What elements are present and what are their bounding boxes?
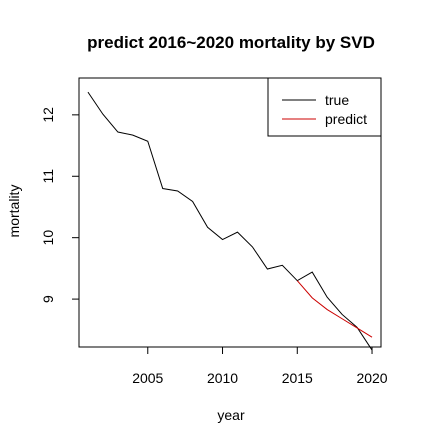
chart-title: predict 2016~2020 mortality by SVD	[87, 33, 375, 52]
x-tick-label: 2020	[356, 370, 387, 386]
legend: true predict	[267, 77, 382, 137]
series-line-true	[87, 91, 373, 351]
legend-box	[267, 77, 382, 137]
y-tick-label: 12	[40, 107, 56, 123]
legend-label-true: true	[325, 92, 349, 108]
x-tick-label: 2015	[282, 370, 313, 386]
y-axis-label: mortality	[6, 185, 22, 238]
x-axis-label: year	[217, 407, 245, 423]
y-tick-label: 10	[40, 230, 56, 246]
x-tick-label: 2010	[207, 370, 238, 386]
x-tick-label: 2005	[132, 370, 163, 386]
x-axis: 2005 2010 2015 2020	[132, 347, 388, 386]
legend-label-predict: predict	[325, 111, 367, 127]
plot-box	[78, 77, 382, 348]
y-axis: 9 10 11 12	[40, 107, 79, 303]
series-layer	[87, 91, 373, 351]
series-line-predict	[296, 280, 373, 338]
y-tick-label: 11	[40, 169, 56, 184]
y-tick-label: 9	[40, 295, 56, 303]
